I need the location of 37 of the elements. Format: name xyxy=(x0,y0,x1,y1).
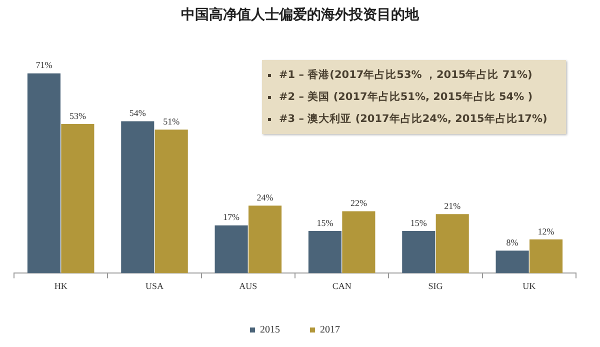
annotation: #2 – 美国 (2017年占比51%, 2015年占比 54% ) xyxy=(279,90,533,105)
x-tick-label: SIG xyxy=(428,280,444,291)
x-tick-label: USA xyxy=(145,280,164,291)
annotation: #3 – 澳大利亚 (2017年占比24%, 2015年占比17%) xyxy=(279,112,548,127)
data-label: 22% xyxy=(350,198,368,208)
data-label: 15% xyxy=(316,218,334,228)
x-tick-label: CAN xyxy=(332,280,352,291)
bar xyxy=(61,124,94,274)
data-label: 71% xyxy=(36,60,53,70)
data-label: 12% xyxy=(538,226,555,236)
data-label: 51% xyxy=(163,116,180,126)
data-label: 53% xyxy=(69,110,86,121)
bar xyxy=(308,230,342,274)
bar xyxy=(214,225,248,274)
bar xyxy=(530,239,563,274)
data-label: 17% xyxy=(223,212,240,222)
data-label: 21% xyxy=(444,200,462,211)
x-tick-label: AUS xyxy=(239,280,258,291)
data-label: 8% xyxy=(506,238,519,248)
bar xyxy=(402,230,436,274)
note-box: #1 – 香港(2017年占比53% ，2015年占比 71%) #2 – 美国 (2017年占比51%, 2015年占比 54% ) #3 – 澳大利亚 (2017年占比24%, 2015年占比17%) xyxy=(262,60,566,134)
data-label: 54% xyxy=(129,108,146,118)
annotation: #1 – 香港(2017年占比53% ，2015年占比 71%) xyxy=(279,68,532,83)
chart-title: 中国高净值人士偏爱的海外投资目的地 xyxy=(180,6,420,24)
bar xyxy=(154,130,188,274)
x-tick-label: UK xyxy=(522,280,536,291)
bar xyxy=(342,211,376,274)
bar xyxy=(496,250,529,274)
bar xyxy=(248,206,282,274)
x-tick-label: HK xyxy=(54,280,68,291)
data-label: 24% xyxy=(256,192,274,202)
legend-label: 2017 xyxy=(320,324,340,336)
bar xyxy=(121,121,154,274)
bar xyxy=(436,214,469,274)
legend-label: 2015 xyxy=(260,324,280,336)
data-label: 15% xyxy=(410,218,428,228)
bar xyxy=(27,73,60,274)
